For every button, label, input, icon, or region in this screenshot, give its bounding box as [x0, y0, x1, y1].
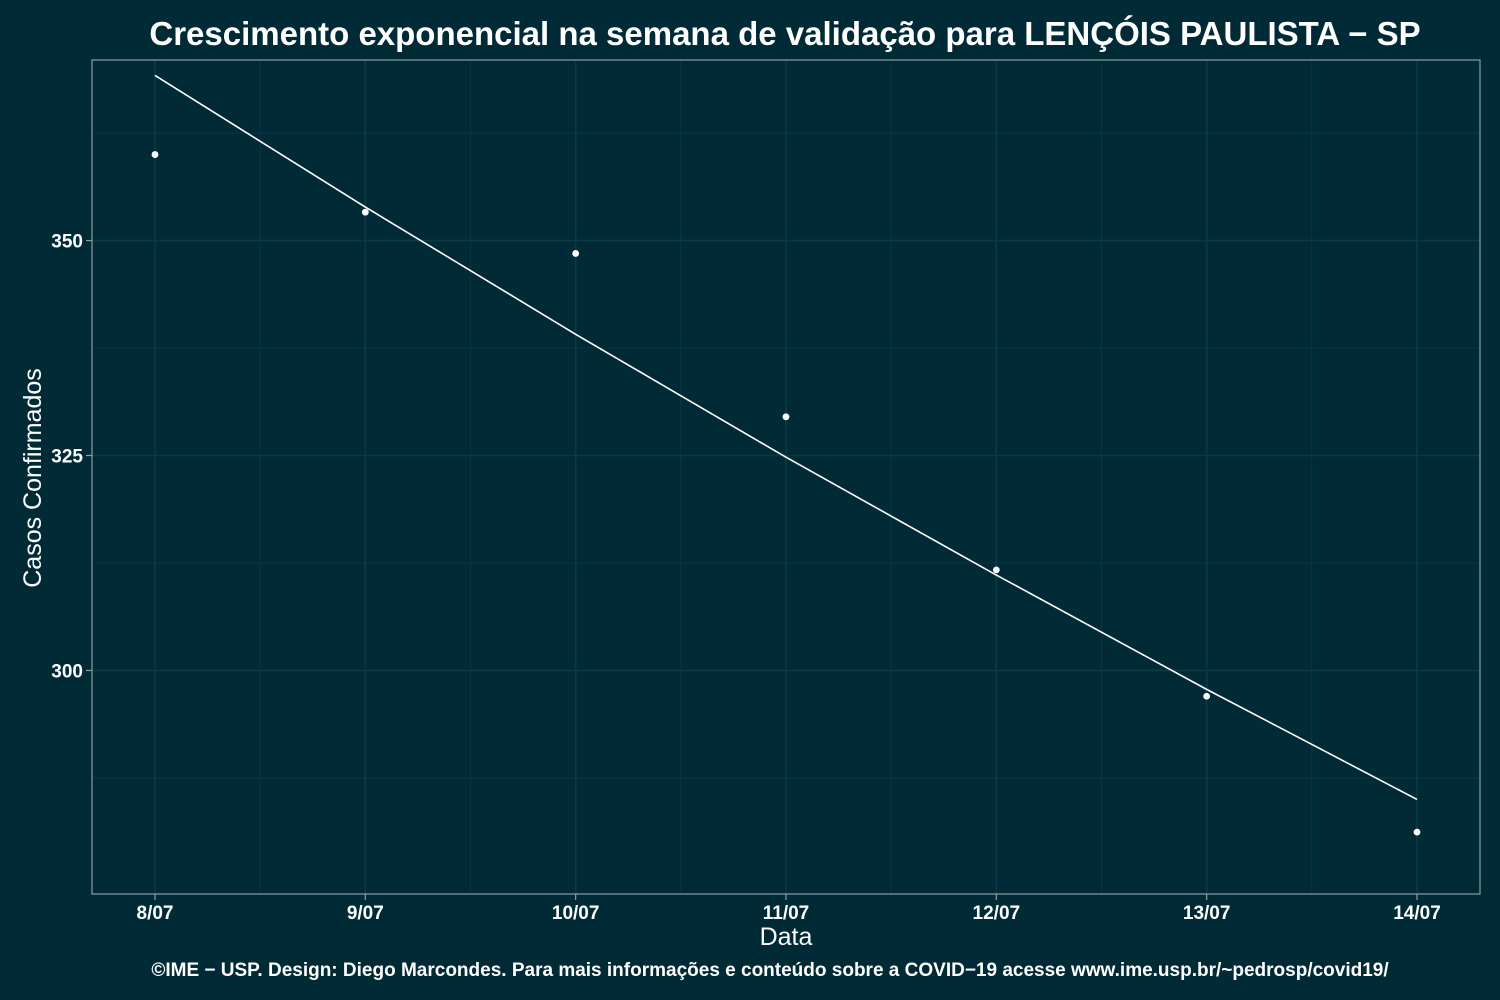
chart-title: Crescimento exponencial na semana de val…: [149, 15, 1420, 52]
y-tick-label: 325: [51, 447, 83, 468]
x-tick-label: 11/07: [763, 903, 810, 924]
data-point: [992, 566, 1000, 574]
x-axis-ticks: 8/07 9/07 10/07 11/07 12/07 13/07 14/07: [137, 894, 1441, 924]
data-points-layer: [151, 151, 1421, 836]
grid: [92, 60, 1480, 894]
data-point: [572, 250, 580, 257]
x-tick-label: 13/07: [1183, 903, 1231, 924]
fit-line-layer: [154, 74, 1418, 801]
x-tick-label: 10/07: [552, 903, 600, 924]
data-point: [782, 413, 790, 421]
x-axis-label: Data: [760, 923, 813, 951]
data-point: [361, 208, 369, 216]
y-tick-label: 300: [51, 661, 83, 682]
x-tick-label: 9/07: [347, 903, 384, 924]
data-point: [1203, 692, 1211, 700]
x-tick-label: 8/07: [137, 903, 174, 924]
fit-line: [154, 74, 1418, 801]
y-tick-label: 350: [51, 232, 83, 253]
x-tick-label: 14/07: [1393, 903, 1441, 924]
data-point: [1413, 828, 1421, 836]
caption: ©IME − USP. Design: Diego Marcondes. Par…: [151, 960, 1389, 981]
y-axis-label: Casos Confirmados: [19, 368, 47, 588]
data-point: [151, 151, 159, 158]
x-tick-label: 12/07: [973, 903, 1021, 924]
y-axis-ticks: 300 325 350: [51, 232, 92, 682]
